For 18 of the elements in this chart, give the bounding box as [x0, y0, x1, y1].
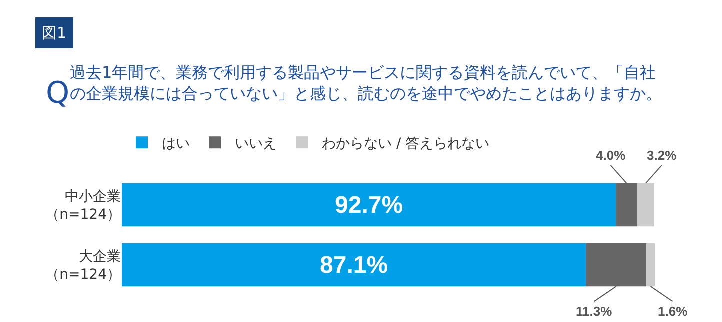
legend-label: いいえ — [235, 136, 277, 152]
bar — [586, 243, 646, 287]
caption: 図1 — [42, 24, 67, 42]
bar — [616, 183, 638, 227]
data-label: 92.7% — [335, 192, 404, 219]
legend-label: はい — [162, 136, 190, 152]
data-label: 3.2% — [647, 148, 678, 163]
data-label: 4.0% — [596, 148, 626, 163]
data-label: 1.6% — [658, 304, 688, 319]
y-tick-label: 大企業（n=124） — [46, 248, 121, 283]
bar — [637, 183, 654, 227]
chart-title: 過去1年間で、業務で利用する製品やサービスに関する資料を読んでいて、「自社の企業規模には合っていない」と感じ、読むのを途中でやめたことはありますか。 — [70, 63, 662, 103]
bar — [646, 243, 655, 287]
data-label: 11.3% — [576, 304, 613, 319]
text: Q — [46, 76, 70, 111]
y-tick-label: 中小企業（n=124） — [46, 188, 121, 223]
data-label: 87.1% — [320, 252, 388, 279]
legend-label: わからない / 答えられない — [322, 136, 490, 152]
